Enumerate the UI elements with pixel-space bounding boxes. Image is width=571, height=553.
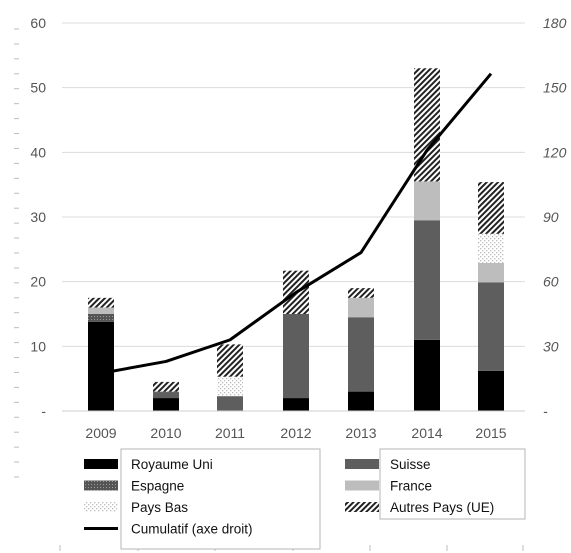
bar-suisse-2012: [283, 314, 309, 399]
bar-royaume-uni-2009: [88, 321, 114, 411]
bar-suisse-2015: [478, 282, 504, 371]
legend-label: Pays Bas: [131, 500, 188, 515]
bar-stack-2011: [217, 344, 243, 411]
right-tick-label: 180: [543, 15, 567, 31]
x-tick-label: 2013: [345, 425, 376, 441]
bar-france-2015: [478, 262, 504, 283]
bar-royaume-uni-2010: [153, 398, 179, 411]
right-tick-label: 90: [543, 209, 559, 225]
bar-autres-pays-ue--2011: [217, 344, 243, 377]
bar-stack-2013: [348, 288, 374, 411]
left-tick-label: -: [41, 403, 46, 419]
x-axis: 2009 2010 2011 2012 2013 2014 2015: [59, 410, 525, 551]
left-tick-label: 60: [30, 15, 46, 31]
bar-stack-2014: [414, 68, 440, 411]
legend-box: [120, 448, 321, 550]
bar-france-2014: [414, 181, 440, 221]
bar-france-2013: [348, 297, 374, 318]
bar-autres-pays-ue--2010: [153, 381, 179, 392]
legend-label: Suisse: [390, 457, 431, 472]
left-tick-label: 40: [30, 144, 46, 160]
cumulative-line-path: [100, 72, 493, 375]
bar-suisse-2014: [414, 220, 440, 340]
legend-label: Espagne: [131, 479, 184, 494]
legend-label: Cumulatif (axe droit): [131, 522, 253, 537]
legend-swatch: [345, 502, 379, 512]
right-tick-label: 150: [543, 80, 567, 96]
legend-swatch: [345, 459, 379, 469]
bar-espagne-2010: [153, 391, 179, 393]
bar-france-2009: [88, 307, 114, 314]
right-y-axis: - 30 60 90 120 150 180: [543, 15, 567, 419]
legend-swatch: [84, 502, 118, 512]
bar-stack-2010: [153, 381, 179, 411]
legend-swatch: [84, 459, 118, 469]
cumulative-line: [100, 72, 493, 375]
bar-espagne-2009: [88, 314, 114, 322]
bar-royaume-uni-2013: [348, 391, 374, 411]
bar-autres-pays-ue--2009: [88, 297, 114, 308]
left-tick-label: 20: [30, 274, 46, 290]
bar-suisse-2010: [153, 392, 179, 399]
left-tick-label: 30: [30, 209, 46, 225]
x-tick-label: 2014: [411, 425, 442, 441]
legend-label: Autres Pays (UE): [390, 500, 494, 515]
bar-stack-2009: [88, 297, 114, 411]
right-tick-label: 60: [543, 274, 559, 290]
x-tick-label: 2009: [85, 425, 116, 441]
right-tick-label: 30: [543, 338, 559, 354]
bar-suisse-2013: [348, 317, 374, 392]
bar-stack-2015: [478, 182, 504, 411]
legend-swatch: [345, 480, 379, 491]
legend-swatch: [84, 480, 118, 491]
bar-series: [88, 68, 504, 411]
gridlines: [62, 22, 525, 347]
legend: Royaume Uni Espagne Pays Bas Cumulatif (axe…: [84, 448, 526, 550]
bar-stack-2012: [283, 270, 309, 411]
bar-royaume-uni-2014: [414, 339, 440, 411]
bar-pays-bas-2011: [217, 376, 243, 397]
left-tick-label: 50: [30, 80, 46, 96]
bar-royaume-uni-2015: [478, 370, 504, 411]
right-tick-label: 120: [543, 144, 567, 160]
bar-suisse-2011: [217, 396, 243, 411]
x-tick-label: 2015: [475, 425, 506, 441]
left-y-axis: - 10 20 30 40 50 60: [14, 15, 46, 478]
bar-autres-pays-ue--2015: [478, 182, 504, 234]
x-tick-label: 2011: [215, 425, 245, 441]
bar-pays-bas-2015: [478, 233, 504, 263]
bar-autres-pays-ue--2013: [348, 288, 374, 298]
left-tick-label: 10: [30, 338, 46, 354]
bar-royaume-uni-2012: [283, 398, 309, 411]
legend-label: Royaume Uni: [131, 457, 213, 472]
x-tick-label: 2012: [280, 425, 311, 441]
legend-label: France: [390, 479, 432, 494]
legend-box: [379, 448, 526, 520]
x-tick-label: 2010: [150, 425, 181, 441]
right-tick-label: -: [543, 403, 548, 419]
